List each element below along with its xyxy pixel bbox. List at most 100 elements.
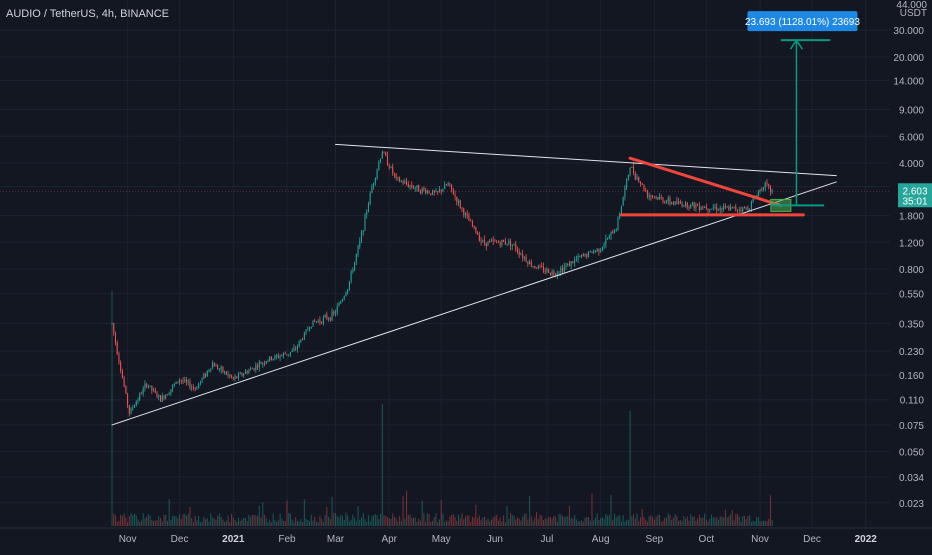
volume-bar xyxy=(565,516,567,526)
volume-bar xyxy=(466,515,468,526)
drawings[interactable]: 23.693 (1128.01%) 23693 xyxy=(111,11,860,426)
volume-bar xyxy=(184,513,186,526)
volume-bar xyxy=(237,517,240,526)
drawing-upper-resistance[interactable] xyxy=(335,143,837,177)
time-axis[interactable]: Nov Dec 2021 Feb Mar Apr May Jun Jul Aug Sep Oct Nov… xyxy=(0,527,932,545)
candle-body xyxy=(163,395,165,399)
candle-body xyxy=(461,207,463,209)
candle-body xyxy=(315,321,317,323)
time-tick-label: Nov xyxy=(751,534,769,545)
volume-bar xyxy=(362,513,364,526)
candle-body xyxy=(154,389,156,393)
candle-body xyxy=(759,189,761,193)
candle-body xyxy=(121,371,123,379)
volume-bar xyxy=(140,520,142,526)
volume-bar xyxy=(369,521,371,526)
candle-body xyxy=(508,240,510,244)
candle-body xyxy=(362,230,364,233)
volume-bar xyxy=(553,515,555,526)
candle-body xyxy=(529,261,531,265)
candle-body xyxy=(205,374,207,377)
volume-bar xyxy=(421,500,423,526)
candle-body xyxy=(423,187,425,190)
volume-bar xyxy=(671,519,673,526)
volume-bar xyxy=(277,520,279,526)
candle-body xyxy=(555,274,557,276)
volume-bar xyxy=(307,519,309,526)
volume-bar xyxy=(537,519,539,526)
candle-body xyxy=(475,226,477,233)
volume-bar xyxy=(575,519,577,526)
volume-bar xyxy=(130,513,132,526)
volume-bar xyxy=(596,513,598,526)
candle-body xyxy=(364,214,366,231)
candle-body xyxy=(383,152,385,154)
volume-bar xyxy=(749,515,751,526)
candle-body xyxy=(347,289,349,294)
candle-body xyxy=(144,383,146,389)
volume-bar xyxy=(137,519,139,526)
candle-body xyxy=(231,376,233,378)
volume-bar xyxy=(229,522,231,526)
candle-body xyxy=(432,190,434,195)
candle-body xyxy=(766,182,768,185)
candle-body xyxy=(532,266,534,267)
candle-body xyxy=(407,183,409,187)
drawing-triangle-top[interactable] xyxy=(628,156,783,207)
candle-body xyxy=(411,185,413,187)
candle-body xyxy=(672,202,674,205)
volume-bar xyxy=(511,515,513,526)
candle-body xyxy=(139,393,141,400)
candle-body xyxy=(184,379,186,382)
time-tick-label: Sep xyxy=(645,534,663,545)
candle-body xyxy=(598,248,600,252)
volume-bar xyxy=(381,403,383,526)
volume-bar xyxy=(217,515,219,526)
volume-bar xyxy=(572,518,574,526)
candle-body xyxy=(426,191,428,194)
candle-body xyxy=(736,209,739,211)
candle-body xyxy=(520,254,522,255)
volume-bar xyxy=(289,513,291,526)
candle-body xyxy=(406,181,408,184)
volume-bar xyxy=(430,521,432,526)
volume-bar xyxy=(764,520,766,526)
volume-bar xyxy=(489,521,491,526)
candle-body xyxy=(381,152,383,159)
volume-bar xyxy=(660,522,662,526)
price-tick-label: 1.800 xyxy=(899,212,924,223)
volume-bar xyxy=(153,520,155,526)
volume-bar xyxy=(721,516,723,526)
candle-body xyxy=(260,362,262,364)
candle-body xyxy=(707,208,709,211)
candle-body xyxy=(646,191,648,197)
volume-bar xyxy=(503,515,505,526)
candle-body xyxy=(165,394,167,399)
volume-bar xyxy=(686,516,688,526)
candle-body xyxy=(683,205,685,207)
volume-bar xyxy=(367,515,369,526)
candle-body xyxy=(610,231,612,236)
candle-body xyxy=(338,303,340,307)
candle-body xyxy=(551,271,553,275)
candle-body xyxy=(442,189,444,192)
volume-bar xyxy=(281,518,283,526)
volume-bar xyxy=(581,520,583,526)
price-tick-label: 4.000 xyxy=(899,159,924,170)
volume-bar xyxy=(771,520,773,526)
volume-bar xyxy=(335,513,337,526)
drawing-rising-support[interactable] xyxy=(111,181,837,426)
candle-body xyxy=(296,346,298,349)
candle-body xyxy=(643,184,645,190)
candle-body xyxy=(652,196,654,198)
candle-body xyxy=(354,261,356,271)
candle-body xyxy=(587,251,590,257)
volume-bar xyxy=(336,516,338,526)
candle-body xyxy=(539,266,541,267)
candle-body xyxy=(549,272,551,275)
candle-body xyxy=(768,184,770,186)
volume-bar xyxy=(515,519,517,526)
